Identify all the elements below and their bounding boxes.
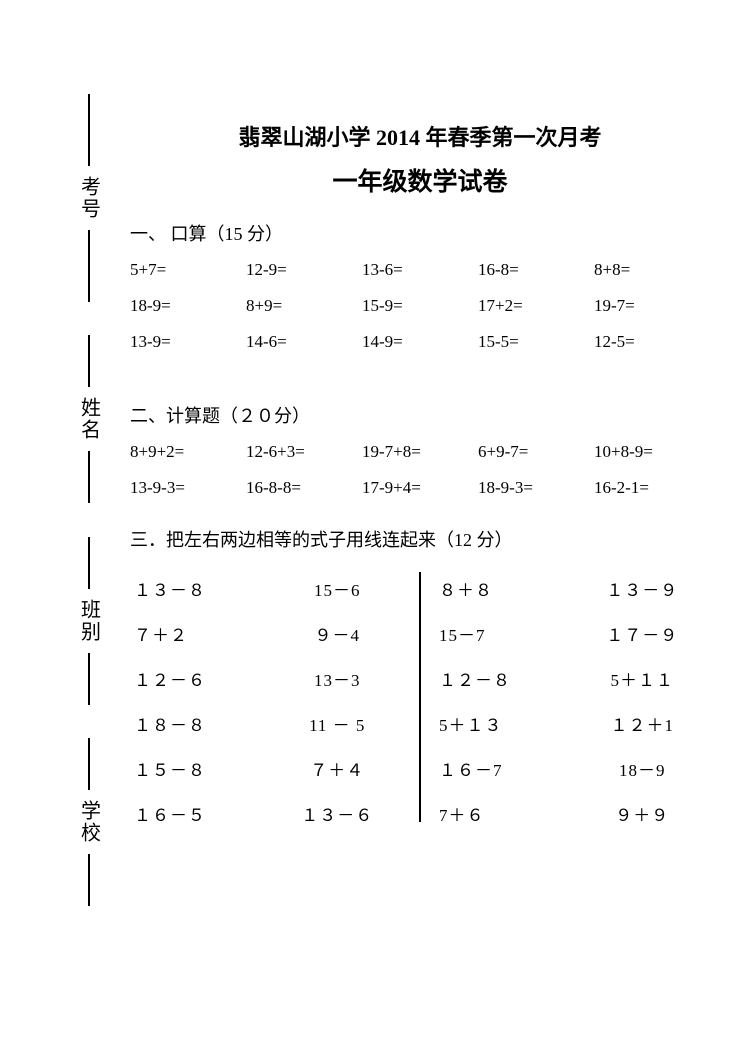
s1-cell: 19-7= — [594, 296, 710, 316]
side-line — [88, 94, 90, 166]
section1-title: 一、 口算（15 分） — [130, 220, 710, 246]
s1-row: 18-9= 8+9= 15-9= 17+2= 19-7= — [130, 296, 710, 316]
side-group-school: 学校 — [75, 734, 104, 910]
match-left-block: １３－８15－6 ７＋２９－4 １２－６13－3 １８－８11 － 5 １５－８… — [130, 566, 405, 836]
section3-title: 三．把左右两边相等的式子用线连起来（12 分） — [130, 526, 710, 552]
side-group-class: 班别 — [75, 533, 104, 709]
s2-row: 8+9+2= 12-6+3= 19-7+8= 6+9-7= 10+8-9= — [130, 442, 710, 462]
s1-cell: 17+2= — [478, 296, 594, 316]
side-line — [88, 335, 90, 387]
side-line — [88, 537, 90, 589]
s1-cell: 12-9= — [246, 260, 362, 280]
exam-title-line1: 翡翠山湖小学 2014 年春季第一次月考 — [130, 120, 710, 152]
section3-divider — [419, 572, 421, 822]
m-cell: 7＋６ — [435, 801, 575, 826]
s1-cell: 8+8= — [594, 260, 710, 280]
s1-cell: 13-6= — [362, 260, 478, 280]
s2-cell: 18-9-3= — [478, 478, 594, 498]
m-cell: ９－4 — [270, 621, 406, 646]
s1-cell: 13-9= — [130, 332, 246, 352]
m-cell: 15－7 — [435, 621, 575, 646]
section2-title: 二、计算题（２０分） — [130, 402, 710, 428]
m-cell: １３－６ — [270, 801, 406, 826]
m-cell: １７－９ — [575, 621, 711, 646]
s2-cell: 12-6+3= — [246, 442, 362, 462]
m-cell: １２－８ — [435, 666, 575, 691]
m-cell: ７＋２ — [130, 621, 270, 646]
s2-cell: 6+9-7= — [478, 442, 594, 462]
s1-cell: 14-9= — [362, 332, 478, 352]
matching-table: １３－８15－6 ７＋２９－4 １２－６13－3 １８－８11 － 5 １５－８… — [130, 566, 710, 836]
m-cell: 5＋１３ — [435, 711, 575, 736]
s2-cell: 16-2-1= — [594, 478, 710, 498]
side-label-name: 姓名 — [75, 391, 104, 447]
s2-row: 13-9-3= 16-8-8= 17-9+4= 18-9-3= 16-2-1= — [130, 478, 710, 498]
side-label-class: 班别 — [75, 593, 104, 649]
m-cell: ９＋９ — [575, 801, 711, 826]
m-cell: ８＋８ — [435, 576, 575, 601]
side-line — [88, 653, 90, 705]
m-cell: １３－９ — [575, 576, 711, 601]
side-line — [88, 230, 90, 302]
exam-title-line2: 一年级数学试卷 — [130, 162, 710, 198]
binding-sidebar: 考号 姓名 班别 学校 — [54, 90, 124, 910]
m-cell: 11 － 5 — [270, 711, 406, 736]
m-cell: １６－7 — [435, 756, 575, 781]
s1-row: 13-9= 14-6= 14-9= 15-5= 12-5= — [130, 332, 710, 352]
side-label-exam-id: 考号 — [75, 170, 104, 226]
m-cell: ７＋４ — [270, 756, 406, 781]
side-group-exam-id: 考号 — [75, 90, 104, 306]
m-cell: 13－3 — [270, 666, 406, 691]
m-cell: 5＋１１ — [575, 666, 711, 691]
s2-cell: 19-7+8= — [362, 442, 478, 462]
side-line — [88, 738, 90, 790]
side-group-name: 姓名 — [75, 331, 104, 507]
side-line — [88, 451, 90, 503]
s1-cell: 8+9= — [246, 296, 362, 316]
s1-cell: 18-9= — [130, 296, 246, 316]
s1-cell: 5+7= — [130, 260, 246, 280]
side-line — [88, 854, 90, 906]
s2-cell: 8+9+2= — [130, 442, 246, 462]
m-cell: 15－6 — [270, 576, 406, 601]
m-cell: １５－８ — [130, 756, 270, 781]
m-cell: １３－８ — [130, 576, 270, 601]
s1-cell: 15-9= — [362, 296, 478, 316]
s2-cell: 16-8-8= — [246, 478, 362, 498]
s2-cell: 13-9-3= — [130, 478, 246, 498]
m-cell: 18－9 — [575, 756, 711, 781]
match-right-block: ８＋８１３－９ 15－7１７－９ １２－８5＋１１ 5＋１３１２＋1 １６－71… — [435, 566, 710, 836]
s1-cell: 14-6= — [246, 332, 362, 352]
m-cell: １２－６ — [130, 666, 270, 691]
m-cell: １６－５ — [130, 801, 270, 826]
s1-cell: 16-8= — [478, 260, 594, 280]
m-cell: １８－８ — [130, 711, 270, 736]
s2-cell: 10+8-9= — [594, 442, 710, 462]
m-cell: １２＋1 — [575, 711, 711, 736]
s1-cell: 15-5= — [478, 332, 594, 352]
s1-row: 5+7= 12-9= 13-6= 16-8= 8+8= — [130, 260, 710, 280]
s2-cell: 17-9+4= — [362, 478, 478, 498]
side-label-school: 学校 — [75, 794, 104, 850]
s1-cell: 12-5= — [594, 332, 710, 352]
exam-content: 翡翠山湖小学 2014 年春季第一次月考 一年级数学试卷 一、 口算（15 分）… — [130, 120, 710, 836]
